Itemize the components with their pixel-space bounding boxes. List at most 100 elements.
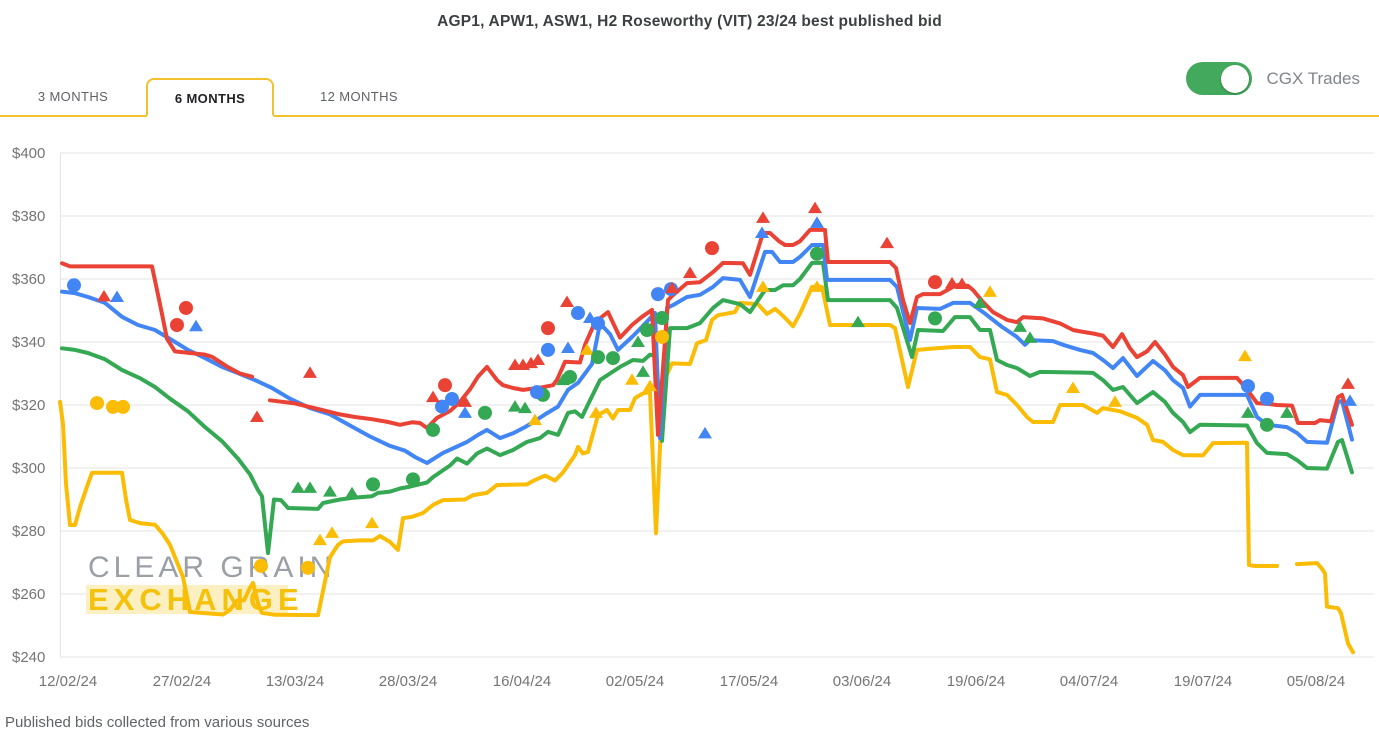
x-tick-label: 04/07/24	[1060, 673, 1118, 690]
yellow-trades-circle	[106, 399, 120, 414]
page-title: AGP1, APW1, ASW1, H2 Roseworthy (VIT) 23…	[437, 13, 942, 30]
yellow-trades-triangle	[1066, 381, 1080, 393]
blue-trades-triangle	[583, 311, 597, 324]
yellow-trades	[90, 280, 1252, 575]
red-trades-circle	[705, 241, 719, 256]
series-yellow-line	[58, 284, 1355, 655]
tab-6-months[interactable]: 6 MONTHS	[146, 78, 274, 117]
time-range-tabbar: 3 MONTHS 6 MONTHS 12 MONTHS	[0, 78, 1379, 117]
green-trades-circle	[928, 311, 942, 326]
red-trades-triangle	[880, 236, 894, 249]
y-tick-label: $240	[12, 649, 45, 666]
green-trades-triangle	[1241, 406, 1255, 418]
blue-trades-circle	[571, 306, 585, 321]
yellow-trades-circle	[301, 560, 315, 575]
red-trades-circle	[179, 300, 193, 315]
cgx-trades-label: CGX Trades	[1266, 68, 1360, 88]
y-axis-labels: $400 $380 $360 $340 $320 $300 $280 $260 $240	[12, 145, 45, 666]
x-tick-label: 16/04/24	[493, 673, 551, 690]
green-trades-triangle	[1013, 320, 1027, 332]
yellow-trades-triangle	[810, 280, 824, 292]
blue-trades-triangle	[189, 319, 203, 332]
blue-trades-triangle	[561, 341, 575, 353]
red-trades-triangle	[524, 356, 538, 369]
x-tick-label: 28/03/24	[379, 673, 437, 690]
series-red-line	[60, 227, 1354, 437]
yellow-trades-triangle	[528, 413, 542, 426]
green-trades-circle	[606, 351, 620, 366]
cgx-trades-toggle[interactable]	[1186, 62, 1253, 95]
red-trades-triangle	[665, 281, 679, 294]
yellow-trades-circle	[116, 399, 130, 414]
green-trades-circle	[640, 323, 654, 338]
yellow-trades-triangle	[325, 526, 339, 538]
green-trades-circle	[366, 477, 380, 492]
tab-12-months[interactable]: 12 MONTHS	[319, 89, 398, 104]
green-trades-triangle	[518, 401, 532, 414]
green-trades-circle	[591, 350, 605, 365]
blue-trades-triangle	[810, 216, 824, 228]
red-trades-triangle	[303, 366, 317, 378]
red-trades-triangle	[250, 410, 264, 422]
tab-3-months[interactable]: 3 MONTHS	[37, 89, 109, 104]
yellow-trades-circle	[90, 396, 104, 411]
chart-canvas: $400 $380 $360 $340 $320 $300 $280 $260 $240 CLEA…	[12, 145, 1374, 690]
y-tick-label: $360	[12, 271, 45, 288]
x-tick-label: 17/05/24	[720, 673, 778, 690]
blue-trades-circle	[651, 287, 665, 302]
red-trades-triangle	[426, 390, 440, 403]
red-trades-triangle	[683, 266, 697, 279]
x-axis-labels: 12/02/24 27/02/24 13/03/24 28/03/24 16/04/24…	[39, 673, 1345, 690]
red-trades-triangle	[97, 289, 111, 302]
red-trades-triangle	[1341, 377, 1355, 389]
blue-trades-circle	[445, 392, 459, 407]
x-tick-label: 27/02/24	[153, 673, 211, 690]
yellow-trades-triangle	[1108, 395, 1122, 407]
blue-trades-circle	[435, 399, 449, 414]
green-trades-circle	[426, 422, 440, 437]
yellow-trades-triangle	[313, 533, 327, 546]
blue-trades-triangle	[698, 426, 712, 439]
green-trades-circle	[655, 311, 669, 326]
x-tick-label: 12/02/24	[39, 673, 97, 690]
blue-trades-triangle	[458, 406, 472, 418]
red-trades-triangle	[756, 211, 770, 223]
yellow-trades-circle	[254, 558, 268, 573]
blue-trades-circle	[541, 342, 555, 357]
green-trades-triangle	[291, 481, 305, 493]
blue-trades-circle	[1260, 391, 1274, 406]
green-trades-triangle	[973, 296, 987, 308]
footer-note: Published bids collected from various so…	[5, 714, 310, 731]
green-trades-triangle	[1023, 331, 1037, 343]
gridlines	[60, 152, 1374, 658]
series-green-line	[60, 260, 1354, 556]
x-tick-label: 05/08/24	[1287, 673, 1345, 690]
green-trades-triangle	[851, 315, 865, 328]
green-trades-triangle	[303, 481, 317, 493]
green-trades-circle	[478, 405, 492, 420]
green-trades-triangle	[508, 400, 522, 412]
red-trades-circle	[928, 275, 942, 290]
tabs: 3 MONTHS 6 MONTHS 12 MONTHS	[0, 78, 1379, 117]
red-trades-circle	[170, 317, 184, 332]
x-tick-label: 19/06/24	[947, 673, 1005, 690]
green-trades-triangle	[631, 335, 645, 347]
yellow-trades-triangle	[625, 373, 639, 385]
x-tick-label: 13/03/24	[266, 673, 324, 690]
yellow-trades-triangle	[580, 343, 594, 355]
red-trades	[97, 201, 1355, 422]
watermark-line1: CLEAR GRAIN	[88, 551, 335, 584]
y-tick-label: $280	[12, 523, 45, 540]
y-tick-label: $260	[12, 586, 45, 603]
yellow-trades-triangle	[365, 516, 379, 529]
green-trades-triangle	[323, 485, 337, 497]
red-trades-circle	[541, 321, 555, 336]
blue-trades-triangle	[1343, 394, 1357, 406]
y-tick-label: $400	[12, 145, 45, 162]
series-blue-line	[60, 243, 1354, 465]
red-trades-triangle	[808, 201, 822, 214]
red-trades-triangle	[955, 277, 969, 290]
green-trades-circle	[406, 472, 420, 487]
